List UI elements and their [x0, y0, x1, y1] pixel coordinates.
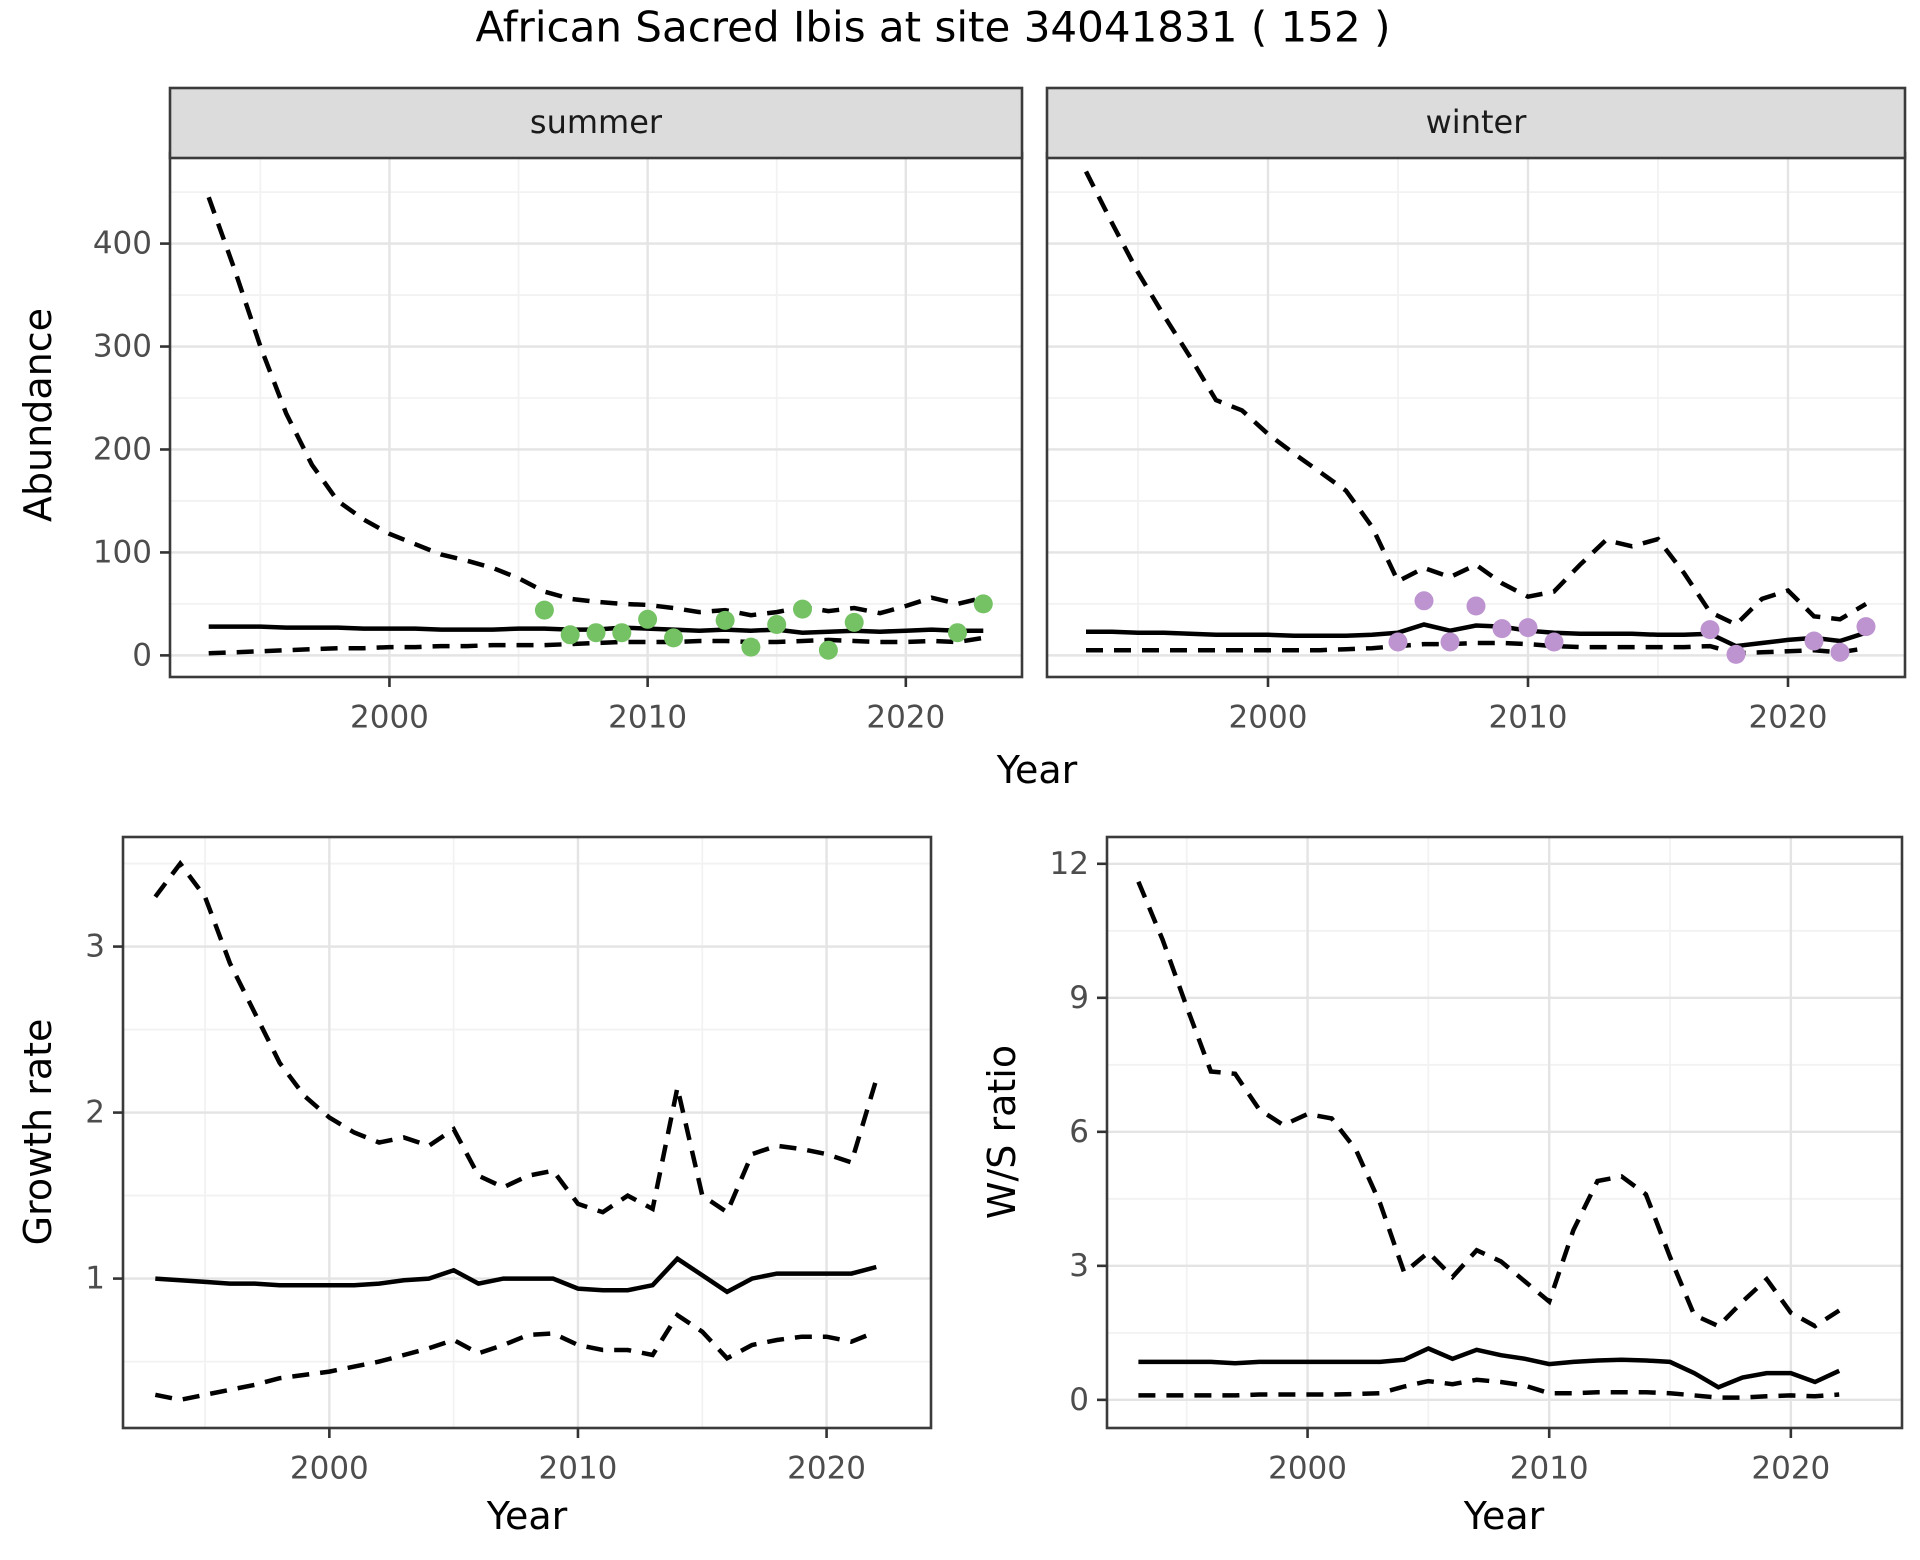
x-tick-label: 2020	[866, 699, 945, 735]
y-tick-label: 400	[93, 226, 152, 262]
data-point	[948, 623, 967, 643]
ws-year-axis-title: Year	[1463, 1494, 1545, 1538]
data-point	[1414, 591, 1434, 611]
data-point	[612, 623, 632, 643]
data-point	[1492, 619, 1512, 639]
x-tick-label: 2020	[1751, 1450, 1830, 1486]
x-tick-label: 2000	[1268, 1450, 1347, 1486]
top-year-axis-title: Year	[996, 748, 1078, 792]
ws-y-axis: 0 3 6 9 12	[1050, 846, 1107, 1418]
panel-border	[121, 835, 933, 1430]
data-point	[586, 623, 606, 643]
growth-upper-95ci	[153, 859, 879, 1216]
facet-strip-label-winter: winter	[1425, 103, 1527, 141]
data-point	[818, 640, 838, 660]
abundance-winter-upper-95ci	[1083, 170, 1868, 628]
abundance-summer-facet-strip	[168, 86, 1024, 160]
growth-year-axis-title: Year	[486, 1494, 568, 1538]
x-tick-label: 2000	[1229, 699, 1308, 735]
abundance-winter-series	[1083, 170, 1876, 664]
data-point	[534, 600, 554, 620]
y-tick-label: 6	[1069, 1114, 1089, 1150]
data-point	[1830, 642, 1850, 662]
data-point	[1544, 632, 1564, 652]
data-point	[1856, 617, 1876, 637]
y-tick-label: 300	[93, 329, 152, 365]
abundance-summer-observed-counts	[534, 594, 993, 660]
data-point	[973, 594, 993, 614]
growth-rate-axis-title: Growth rate	[16, 1018, 60, 1246]
panel-background	[123, 837, 931, 1428]
data-point	[1466, 596, 1486, 616]
abundance-summer-series	[206, 196, 993, 660]
grid-major	[1047, 153, 1905, 677]
data-point	[741, 637, 761, 657]
ws-x-axis: 2000 2010 2020	[1268, 1428, 1830, 1486]
facet-strip-label-summer: summer	[529, 103, 663, 141]
data-point	[1726, 644, 1746, 664]
growth-lower-95ci	[154, 1311, 878, 1403]
abundance-summer-upper-95ci	[206, 196, 984, 618]
grid-minor	[170, 153, 1022, 677]
data-point	[1700, 620, 1720, 640]
x-tick-label: 2000	[350, 699, 429, 735]
data-point	[560, 625, 580, 645]
panel-background	[170, 153, 1022, 677]
data-point	[767, 615, 787, 634]
abundance-summer-lower-95ci	[208, 635, 984, 656]
x-tick-label: 2010	[608, 699, 687, 735]
x-tick-label: 2020	[1749, 699, 1828, 735]
ws-panel: 2000 2010 2020 0 3 6 9 12	[1050, 835, 1904, 1486]
chart-title: African Sacred Ibis at site 34041831 ( 1…	[475, 2, 1391, 52]
data-point	[638, 609, 658, 629]
x-tick-label: 2010	[539, 1450, 618, 1486]
abundance-summer-y-axis: 0 100 200 300 400	[93, 226, 170, 673]
x-tick-label: 2010	[1489, 699, 1568, 735]
abundance-axis-title: Abundance	[16, 307, 60, 523]
abundance-winter-x-axis: 2000 2010 2020	[1229, 677, 1828, 735]
data-point	[715, 610, 735, 630]
y-tick-label: 3	[1069, 1248, 1089, 1284]
abundance-winter-panel: 2000 2010 2020	[1045, 86, 1907, 735]
y-tick-label: 1	[85, 1261, 105, 1297]
abundance-summer-panel: 2000 2010 2020 0 100 200 300 400	[93, 86, 1024, 735]
y-tick-label: 2	[85, 1095, 105, 1131]
y-tick-label: 0	[132, 637, 152, 673]
grid-major	[170, 153, 1022, 677]
panel-background	[1047, 153, 1905, 677]
growth-y-axis: 1 2 3	[85, 929, 123, 1297]
y-tick-label: 200	[93, 431, 152, 467]
x-tick-label: 2020	[787, 1450, 866, 1486]
y-tick-label: 0	[1069, 1382, 1089, 1418]
ws-median	[1138, 1346, 1841, 1390]
growth-median	[155, 1255, 877, 1295]
data-point	[1804, 631, 1824, 651]
abundance-winter-observed-counts	[1388, 591, 1876, 664]
growth-panel: 2000 2010 2020 1 2 3	[85, 835, 933, 1486]
abundance-summer-x-axis: 2000 2010 2020	[350, 677, 945, 735]
data-point	[1440, 632, 1460, 652]
growth-series	[153, 859, 879, 1403]
data-point	[1518, 618, 1538, 638]
data-point	[1388, 632, 1408, 652]
ws-ratio-axis-title: W/S ratio	[980, 1044, 1024, 1220]
growth-x-axis: 2000 2010 2020	[290, 1428, 866, 1486]
x-tick-label: 2010	[1510, 1450, 1589, 1486]
ws-series	[1136, 880, 1841, 1400]
grid-minor	[123, 837, 931, 1428]
data-point	[664, 628, 683, 648]
y-tick-label: 12	[1050, 846, 1089, 882]
x-tick-label: 2000	[290, 1450, 369, 1486]
y-tick-label: 100	[93, 534, 152, 570]
data-point	[844, 612, 864, 632]
abundance-winter-facet-strip	[1045, 86, 1907, 160]
y-tick-label: 3	[85, 929, 105, 965]
data-point	[793, 599, 812, 619]
ws-lower-95ci	[1138, 1377, 1840, 1400]
y-tick-label: 9	[1069, 980, 1089, 1016]
ws-upper-95ci	[1136, 880, 1841, 1329]
